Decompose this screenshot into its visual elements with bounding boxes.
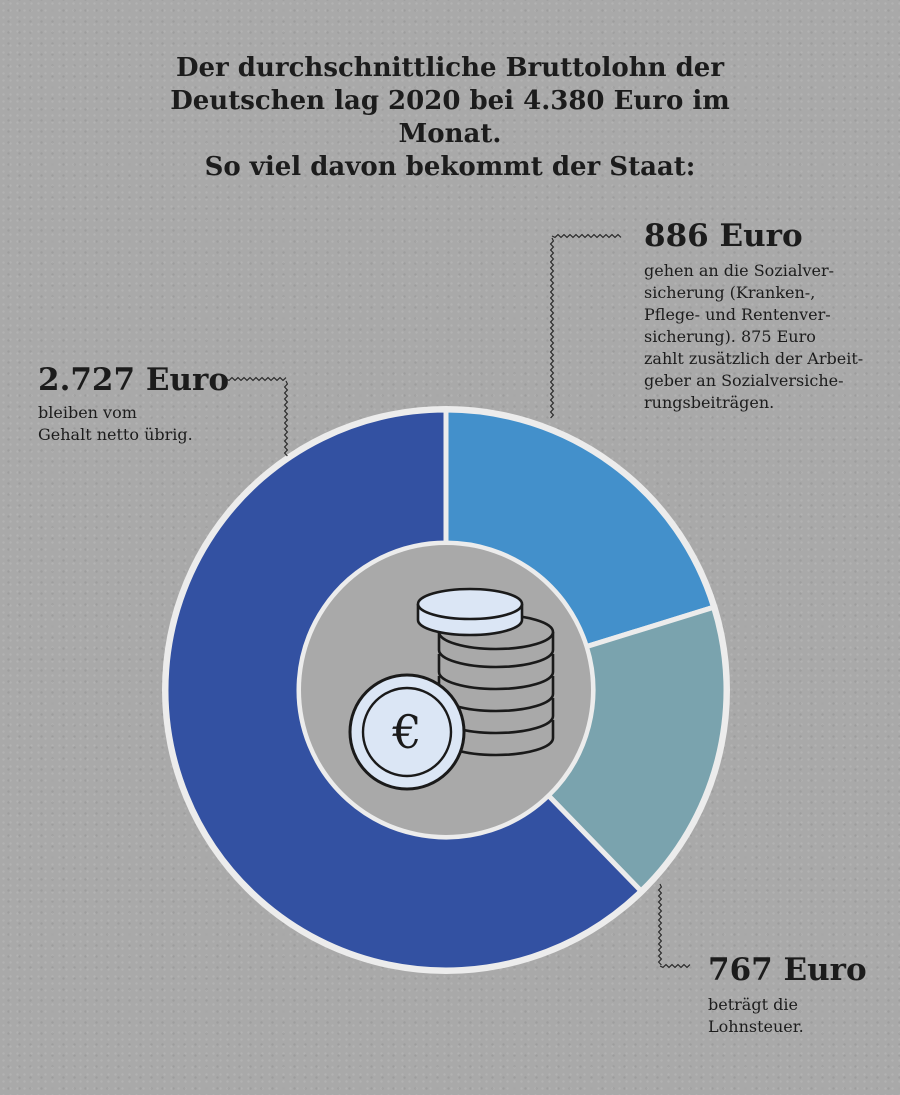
annotation-tax-line-1: beträgt die — [708, 995, 798, 1014]
floating-coin-face — [416, 587, 524, 621]
annotation-social-line-7: rungsbeiträgen. — [644, 393, 775, 412]
annotation-tax: 767 Euro beträgt die Lohnsteuer. — [708, 952, 888, 1038]
annotation-social-amount: 886 Euro — [644, 218, 803, 254]
annotation-social-line-1: gehen an die Sozialver- — [644, 261, 835, 280]
connector-tax — [657, 883, 663, 966]
connector-net — [283, 380, 289, 457]
annotation-net-line-2: Gehalt netto übrig. — [38, 425, 193, 444]
title-line-2: Deutschen lag 2020 bei 4.380 Euro im Mon… — [170, 86, 730, 149]
chart-title: Der durchschnittliche Bruttolohn der Deu… — [120, 52, 780, 184]
connector-net — [225, 376, 287, 382]
euro-symbol: € — [391, 705, 421, 759]
annotation-net-amount: 2.727 Euro — [38, 362, 230, 398]
annotation-tax-line-2: Lohnsteuer. — [708, 1017, 804, 1036]
donut-slice-sozialversicherung — [443, 407, 717, 650]
connector-social — [549, 237, 555, 419]
annotation-social-line-5: zahlt zusätzlich der Arbeit- — [644, 349, 864, 368]
euro-coin-inner — [361, 686, 453, 778]
title-line-1: Der durchschnittliche Bruttolohn der — [175, 53, 725, 83]
connector-social — [551, 233, 622, 239]
annotation-tax-amount: 767 Euro — [708, 952, 867, 988]
callout-connectors — [225, 233, 691, 969]
annotation-net: 2.727 Euro bleiben vom Gehalt netto übri… — [38, 362, 258, 446]
title-line-3: So viel davon bekommt der Staat: — [204, 152, 696, 182]
donut-slice-netto — [163, 407, 645, 973]
annotation-social: 886 Euro gehen an die Sozialver- sicheru… — [644, 218, 884, 414]
annotation-social-line-6: geber an Sozialversiche- — [644, 371, 844, 390]
annotation-tax-description: beträgt die Lohnsteuer. — [708, 994, 888, 1038]
donut-slice-lohnsteuer — [544, 604, 729, 895]
connector-tax — [659, 963, 691, 969]
annotation-social-line-4: sicherung). 875 Euro — [644, 327, 816, 346]
annotation-social-line-3: Pflege- und Rentenver- — [644, 305, 831, 324]
annotation-net-description: bleiben vom Gehalt netto übrig. — [38, 402, 258, 446]
annotation-social-line-2: sicherung (Kranken-, — [644, 283, 816, 302]
euro-coin-stack-icon: € — [348, 587, 555, 791]
annotation-net-line-1: bleiben vom — [38, 403, 137, 422]
annotation-social-description: gehen an die Sozialver- sicherung (Krank… — [644, 260, 884, 414]
